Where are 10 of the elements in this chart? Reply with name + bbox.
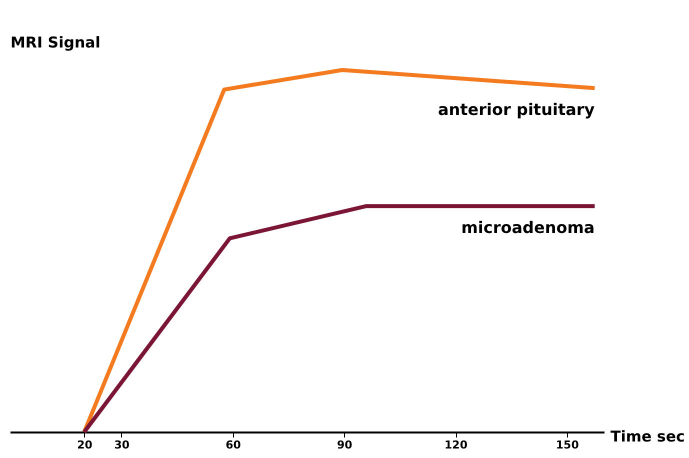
y-axis-title: MRI Signal	[10, 34, 100, 52]
x-tick-label: 60	[226, 438, 242, 452]
x-tick-label: 30	[114, 438, 130, 452]
series-label: anterior pituitary	[438, 100, 596, 120]
x-tick-label: 120	[444, 438, 468, 452]
series-label: microadenoma	[461, 218, 595, 238]
x-tick-label: 150	[556, 438, 580, 452]
x-axis-title: Time sec	[610, 428, 685, 446]
x-tick-label: 20	[77, 438, 93, 452]
x-tick-label: 90	[336, 438, 353, 452]
